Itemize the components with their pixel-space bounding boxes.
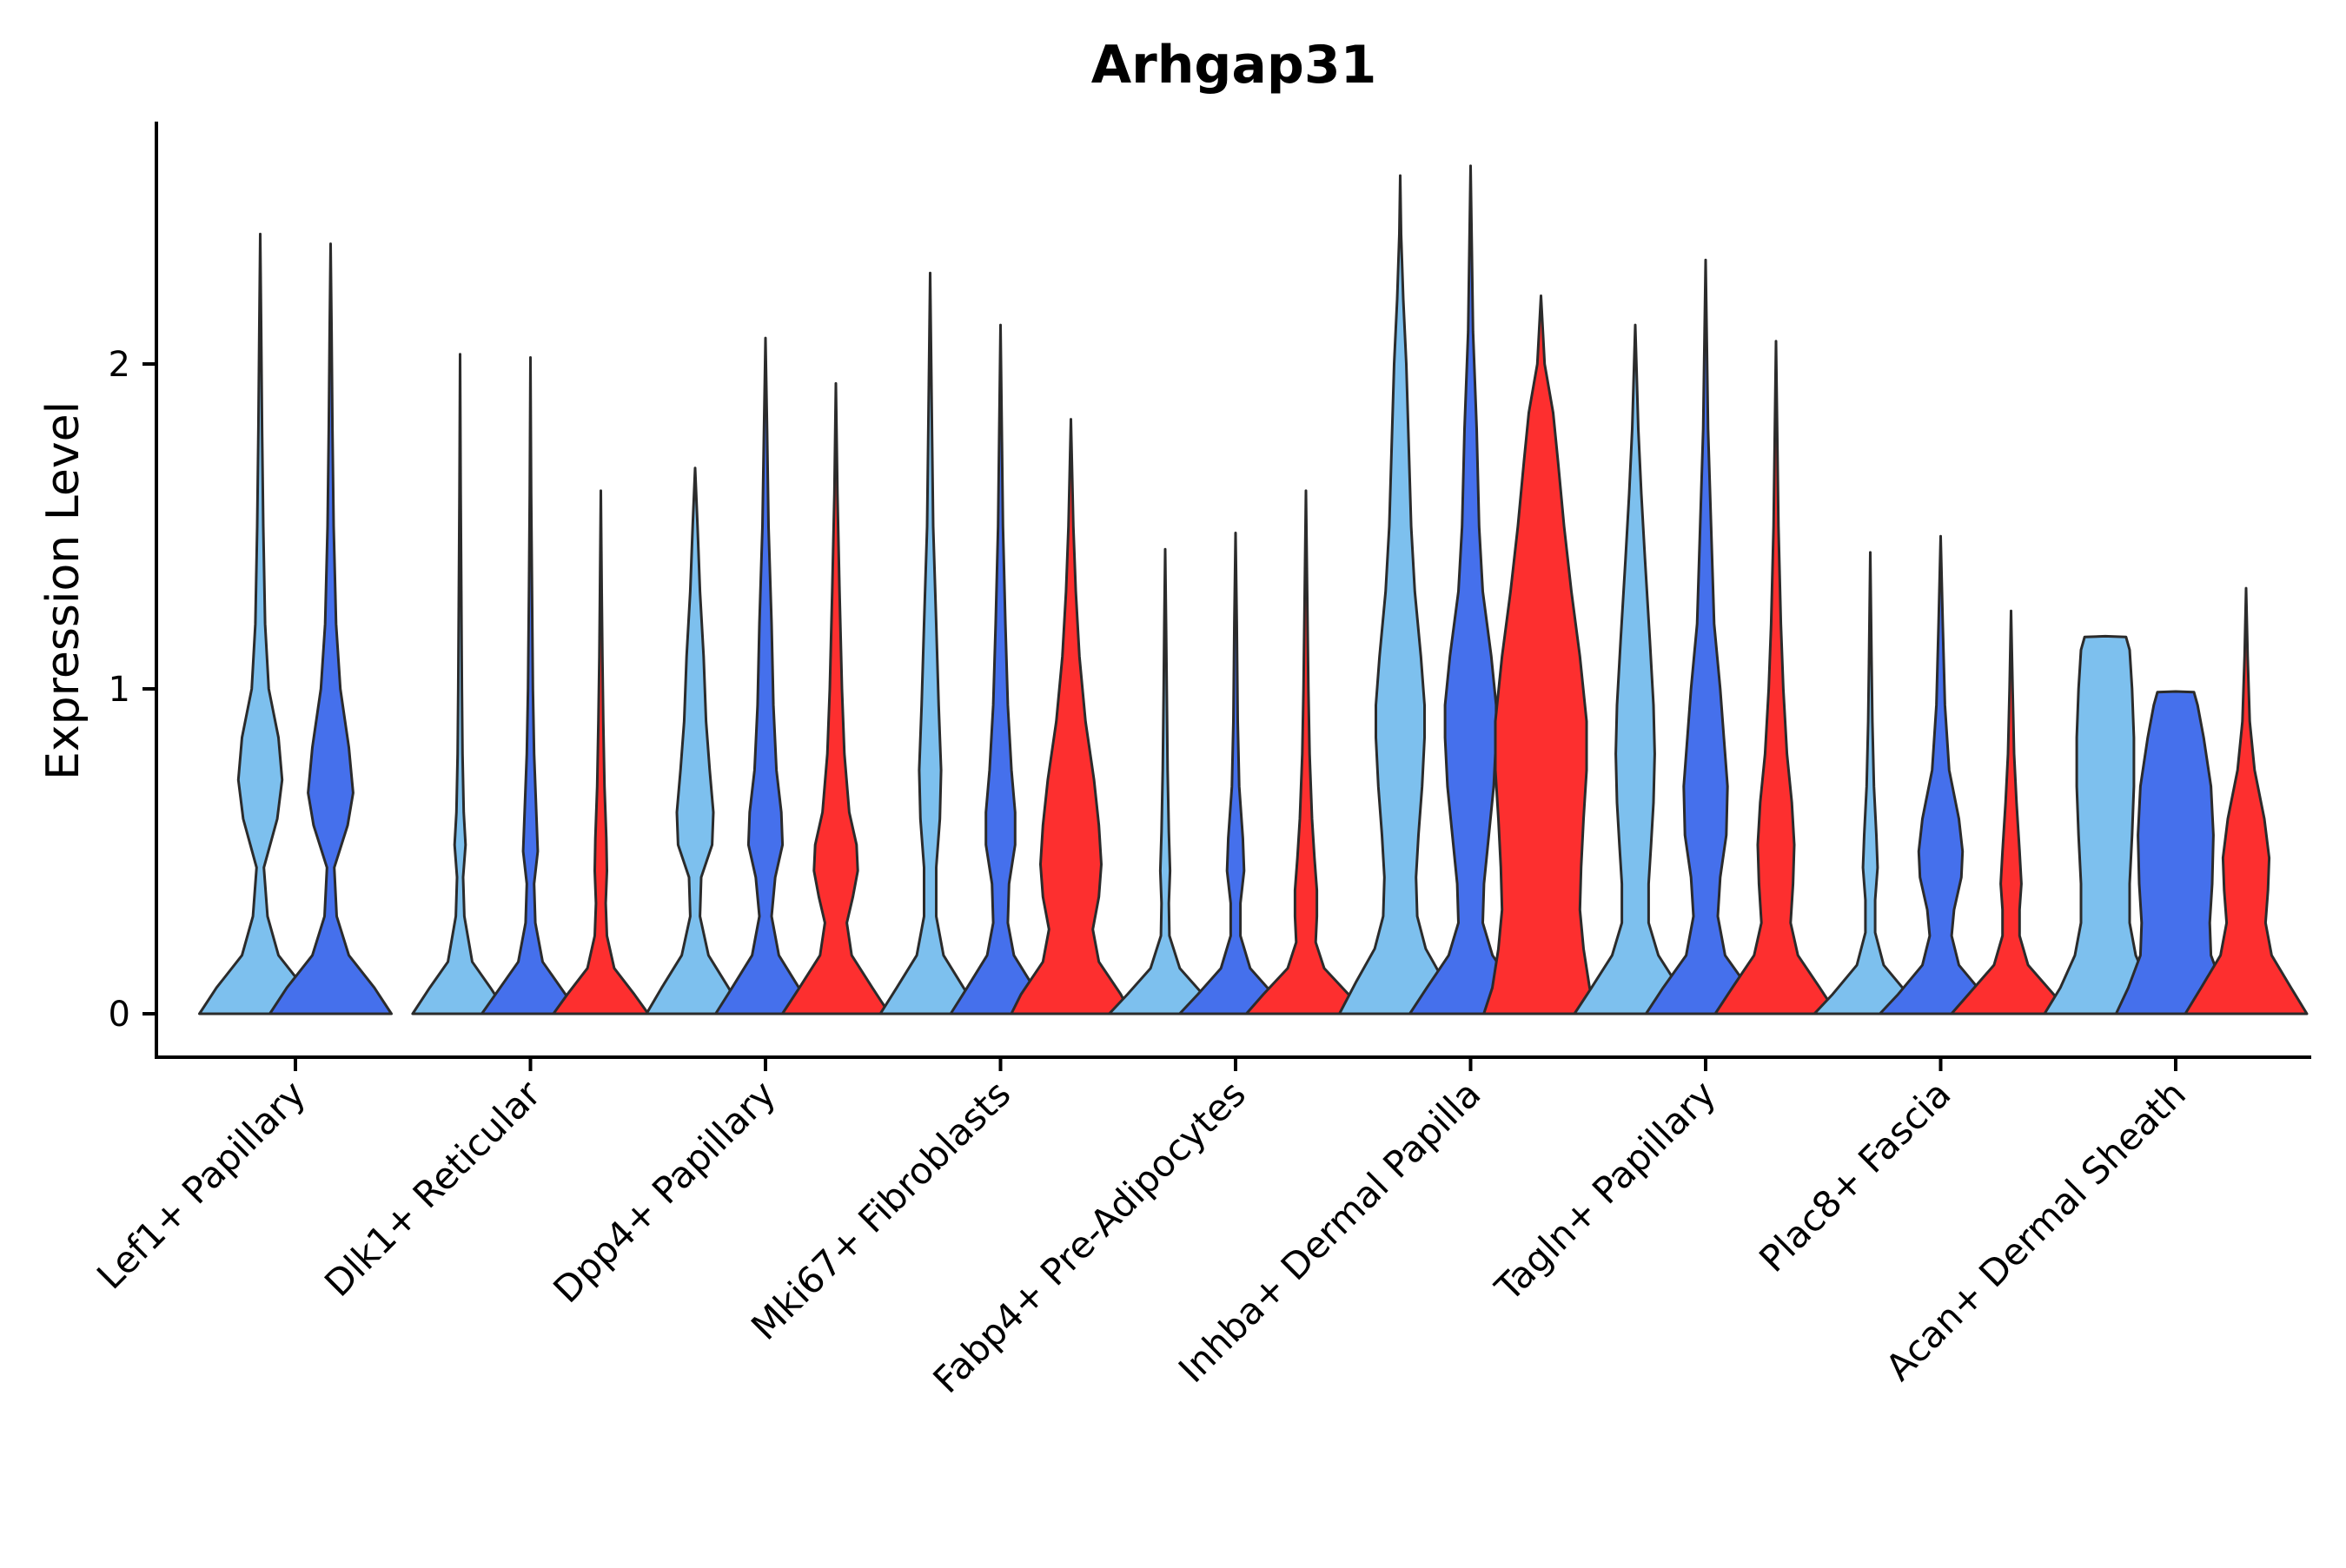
violin-7-group-1 bbox=[1573, 323, 1698, 1016]
violin-1-group-1 bbox=[198, 232, 322, 1016]
violin-3-group-1 bbox=[645, 466, 746, 1016]
violin-6-group-3 bbox=[1482, 294, 1600, 1016]
violin-9-group-1 bbox=[2043, 634, 2168, 1016]
violins-layer bbox=[198, 164, 2309, 1016]
violin-2-group-1 bbox=[411, 353, 509, 1016]
x-tick-label: Lef1+ Papillary bbox=[89, 1072, 314, 1297]
violin-2-group-3 bbox=[552, 489, 650, 1016]
y-tick-label: 0 bbox=[109, 995, 130, 1035]
violin-4-group-2 bbox=[949, 323, 1052, 1016]
x-tick-label: Tagln+ Papillary bbox=[1487, 1072, 1724, 1309]
violin-1-group-2 bbox=[268, 242, 393, 1016]
violin-5-group-2 bbox=[1178, 532, 1293, 1016]
y-axis-label: Expression Level bbox=[37, 401, 89, 780]
violin-7-group-3 bbox=[1713, 340, 1839, 1016]
y-ticks: 0 1 2 bbox=[109, 345, 156, 1035]
chart-title: Arhgap31 bbox=[1091, 35, 1377, 96]
x-tick-label: Dpp4+ Papillary bbox=[545, 1072, 784, 1311]
violin-7-group-2 bbox=[1644, 258, 1767, 1016]
violin-6-group-1 bbox=[1338, 174, 1462, 1016]
violin-4-group-1 bbox=[878, 271, 982, 1016]
y-tick-label: 1 bbox=[109, 670, 130, 710]
x-tick-label: Dlk1+ Reticular bbox=[316, 1072, 549, 1305]
x-tick-label: Mki67+ Fibroblasts bbox=[743, 1072, 1018, 1347]
violin-3-group-3 bbox=[780, 381, 891, 1016]
x-tick-label: Plac8+ Fascia bbox=[1751, 1072, 1958, 1280]
violin-3-group-2 bbox=[714, 336, 817, 1016]
violin-2-group-2 bbox=[480, 356, 580, 1016]
violin-8-group-2 bbox=[1879, 534, 2003, 1016]
violin-4-group-3 bbox=[1010, 418, 1132, 1016]
violin-9-group-2 bbox=[2114, 690, 2237, 1016]
violin-6-group-2 bbox=[1408, 164, 1533, 1016]
violin-5-group-1 bbox=[1108, 547, 1223, 1016]
violin-8-group-3 bbox=[1950, 609, 2072, 1016]
violin-5-group-3 bbox=[1244, 489, 1368, 1016]
y-tick-label: 2 bbox=[109, 345, 130, 385]
violin-9-group-3 bbox=[2184, 586, 2309, 1016]
violin-8-group-1 bbox=[1813, 551, 1928, 1016]
